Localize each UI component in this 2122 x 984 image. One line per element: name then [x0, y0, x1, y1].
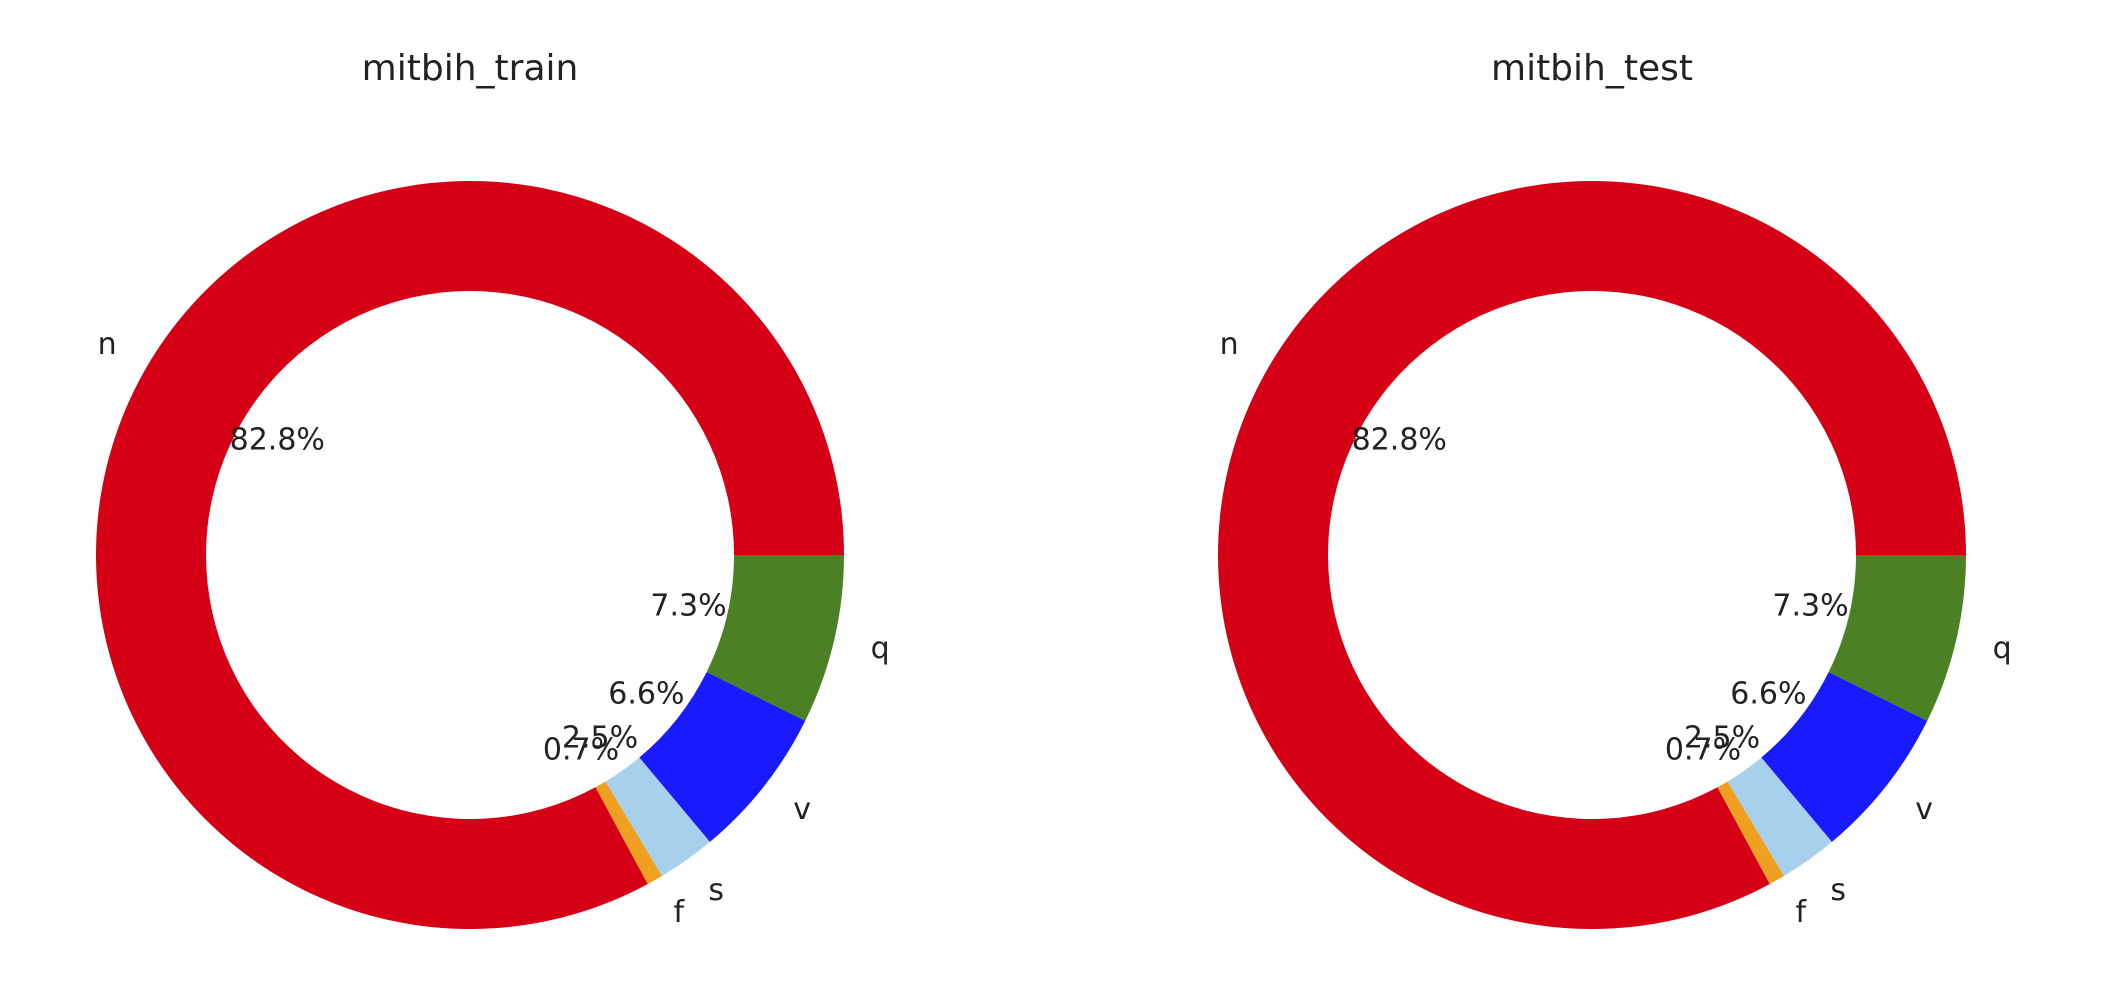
- percent-label-f: 0.7%: [543, 733, 619, 768]
- slice-n: [96, 181, 844, 930]
- chart-title: mitbih_test: [1491, 48, 1693, 89]
- category-label-f: f: [673, 895, 685, 930]
- percent-label-q: 7.3%: [1772, 589, 1848, 624]
- category-label-f: f: [1795, 895, 1807, 930]
- slices: [96, 181, 844, 930]
- percent-label-f: 0.7%: [1665, 733, 1741, 768]
- category-label-q: q: [1993, 631, 2012, 666]
- category-label-s: s: [1830, 873, 1846, 908]
- chart-title: mitbih_train: [362, 48, 579, 89]
- slice-q: [1828, 555, 1966, 721]
- slice-s: [605, 757, 710, 876]
- category-label-s: s: [708, 873, 724, 908]
- donut-chart-test: mitbih_test n 82.8% f 0.7% s 2.5% v 6.6% q 7.3%: [1218, 48, 2012, 930]
- category-label-n: n: [98, 327, 117, 362]
- percent-label-n: 82.8%: [1352, 423, 1447, 458]
- labels: n 82.8% f 0.7% s 2.5% v 6.6% q 7.3%: [1220, 327, 2012, 930]
- percent-label-v: 6.6%: [1730, 676, 1806, 711]
- percent-label-v: 6.6%: [608, 676, 684, 711]
- labels: n 82.8% f 0.7% s 2.5% v 6.6% q 7.3%: [98, 327, 890, 930]
- slice-q: [706, 555, 844, 721]
- slice-f: [1717, 781, 1785, 885]
- percent-label-q: 7.3%: [650, 589, 726, 624]
- category-label-v: v: [793, 792, 811, 827]
- percent-label-s: 2.5%: [1684, 720, 1760, 755]
- percent-label-s: 2.5%: [562, 720, 638, 755]
- slice-v: [1761, 671, 1928, 842]
- slice-v: [639, 671, 806, 842]
- category-label-n: n: [1220, 327, 1239, 362]
- category-label-v: v: [1915, 792, 1933, 827]
- slice-n: [1218, 181, 1966, 930]
- category-label-q: q: [871, 631, 890, 666]
- slice-f: [595, 781, 663, 885]
- percent-label-n: 82.8%: [230, 423, 325, 458]
- slices: [1218, 181, 1966, 930]
- donut-chart-train: mitbih_train n 82.8% f 0.7% s 2.5% v 6.6% q 7.3%: [96, 48, 890, 930]
- slice-s: [1727, 757, 1832, 876]
